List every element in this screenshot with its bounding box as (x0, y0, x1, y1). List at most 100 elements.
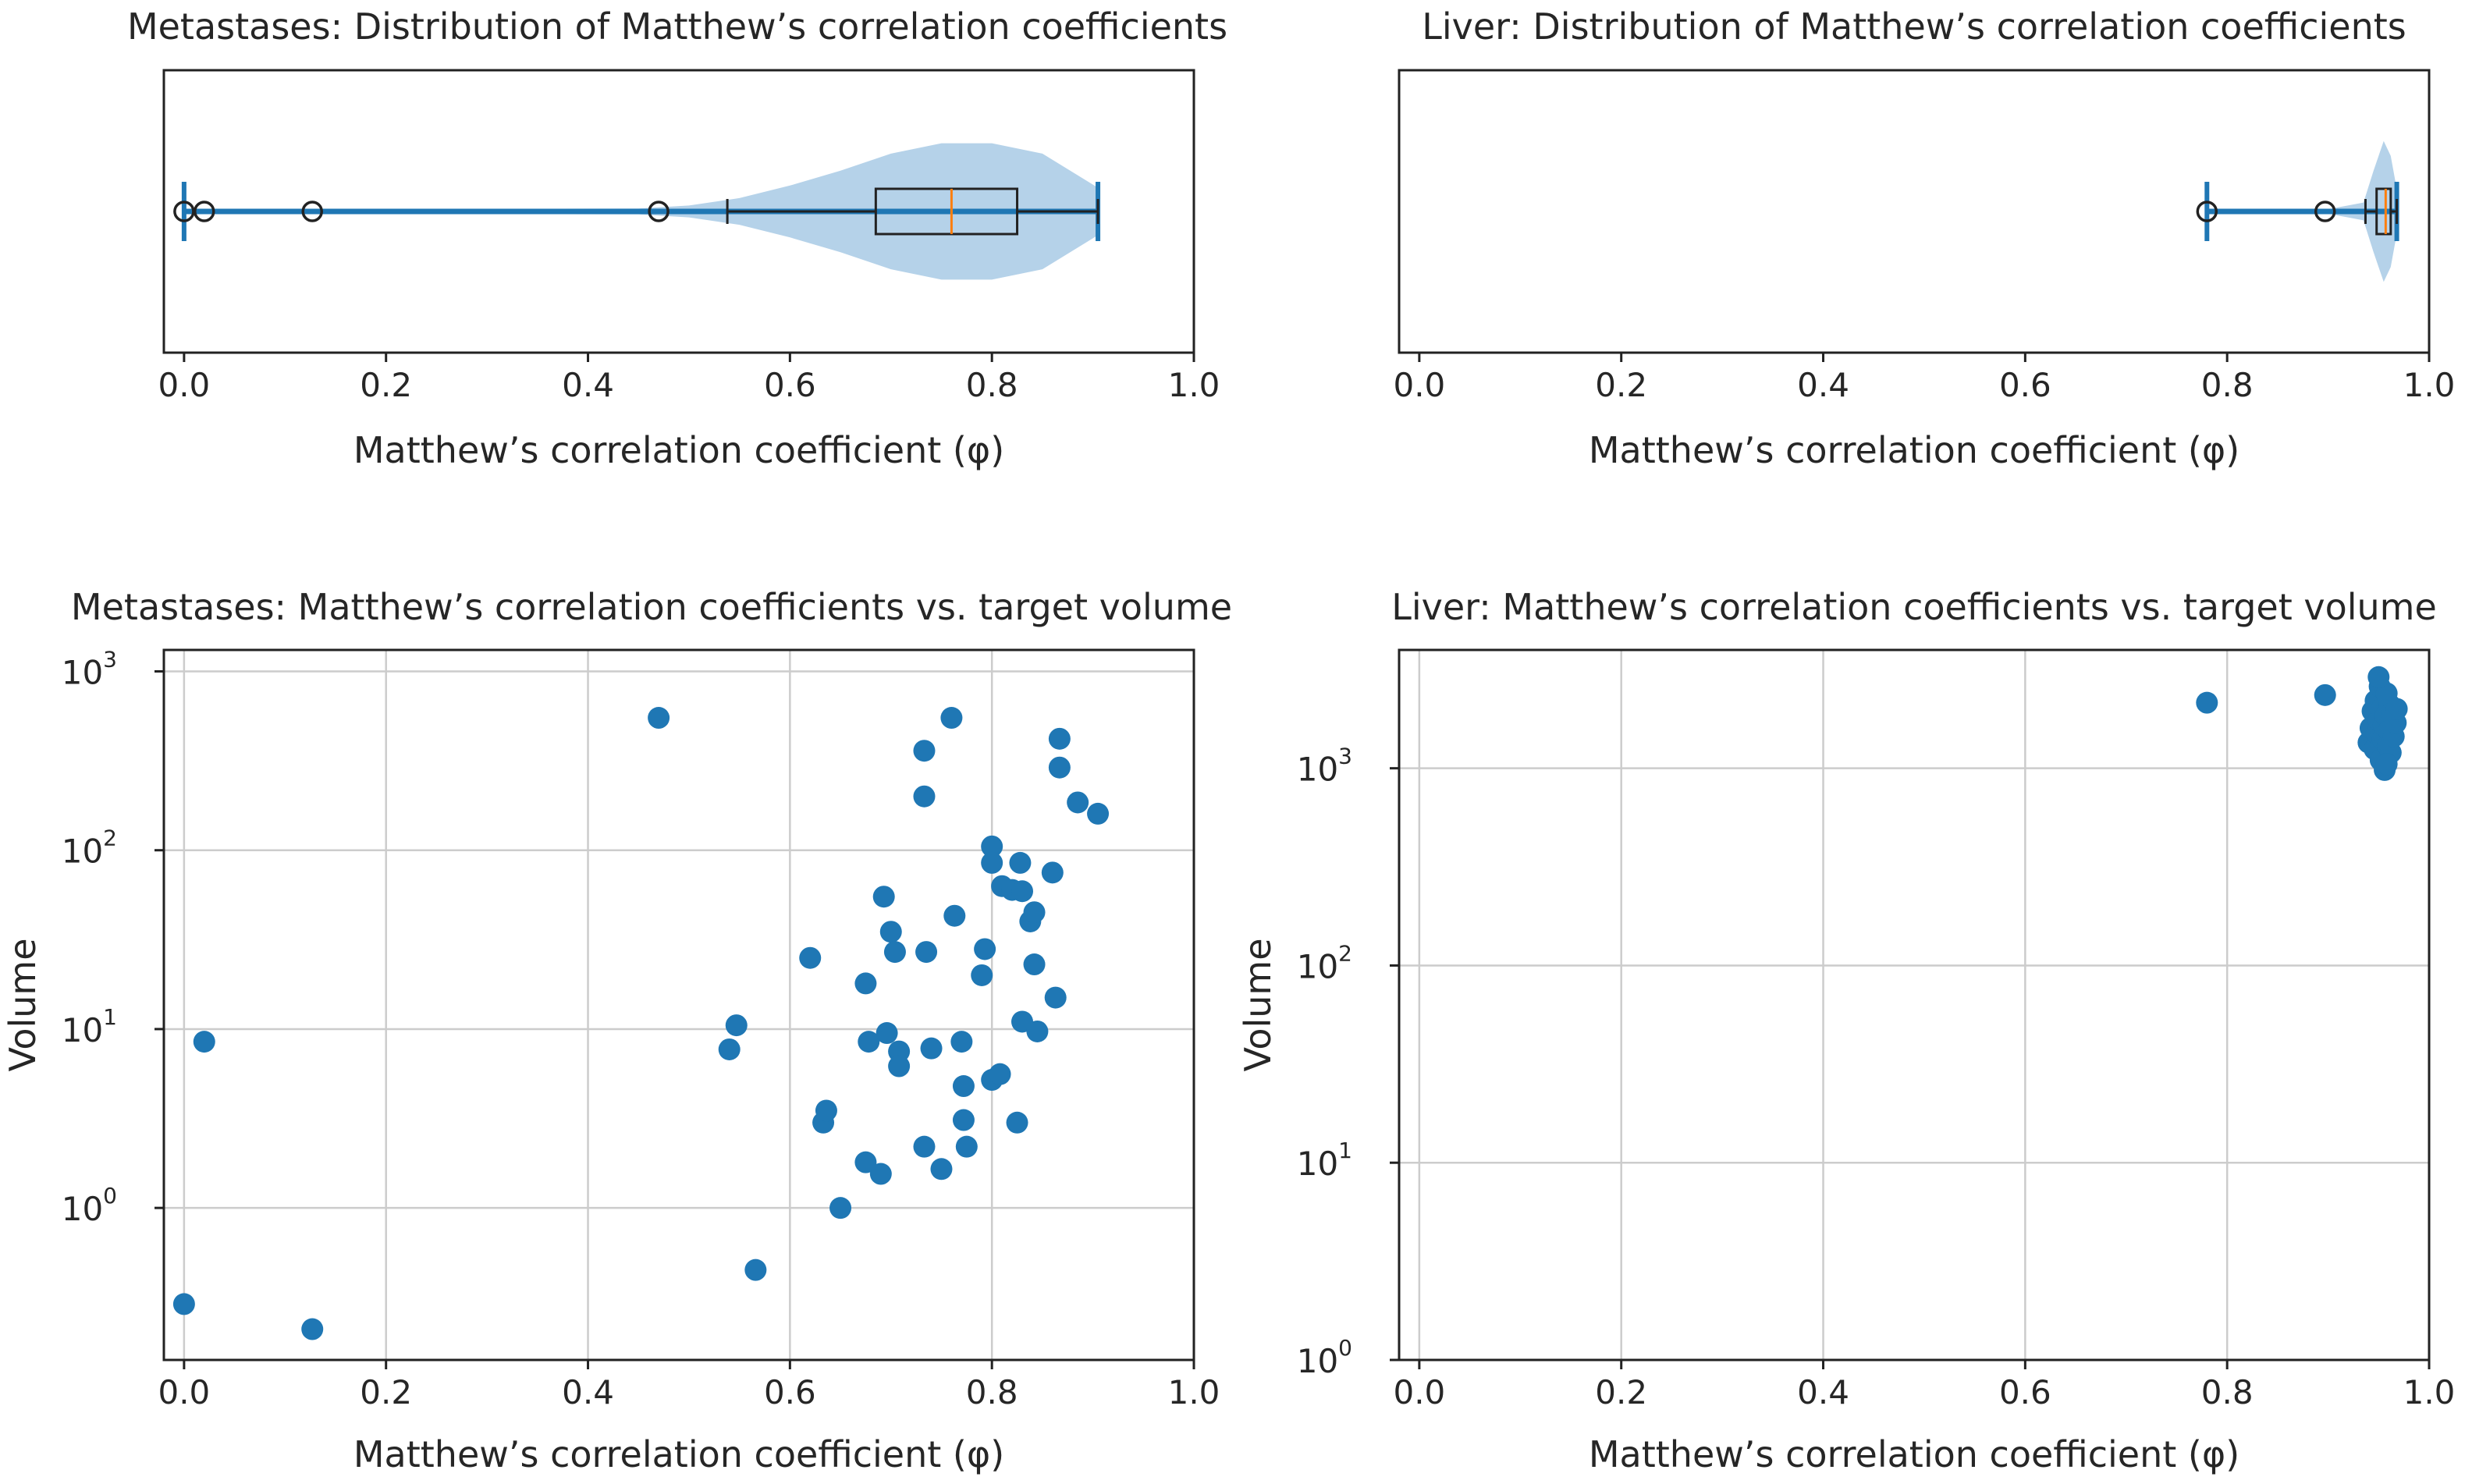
metastases-scatter-data-point (879, 921, 902, 943)
metastases-distribution-xtick-label: 0.4 (562, 366, 614, 404)
liver-scatter-ytick-label: 103 (1297, 744, 1352, 789)
liver-scatter-xtick-label: 0.6 (1999, 1373, 2051, 1411)
liver-scatter-ytick-exponent: 1 (1338, 1138, 1352, 1163)
metastases-scatter-xtick-label: 0.8 (966, 1373, 1018, 1411)
metastases-distribution-xtick-label: 1.0 (1168, 366, 1220, 404)
metastases-scatter-data-point (883, 941, 906, 964)
metastases-scatter-data-point (1048, 756, 1071, 779)
liver-distribution-axes-frame (1398, 69, 2431, 354)
metastases-scatter-data-point (940, 707, 963, 730)
metastases-scatter-ytick-base: 10 (62, 654, 103, 692)
liver-distribution-xtick-label: 1.0 (2403, 366, 2456, 404)
metastases-scatter-data-point (1067, 791, 1089, 814)
liver-scatter-xtick-label: 0.4 (1797, 1373, 1849, 1411)
metastases-scatter-ytick-base: 10 (62, 1011, 103, 1049)
metastases-scatter-data-point (981, 851, 1003, 874)
metastases-scatter-ytick-exponent: 3 (103, 647, 117, 673)
metastases-distribution-xlabel: Matthew’s correlation coefficient (φ) (353, 429, 1004, 471)
metastases-scatter-data-point (1048, 727, 1071, 750)
metastases-scatter-xtick-label: 0.6 (764, 1373, 816, 1411)
metastases-scatter-data-point (930, 1158, 953, 1180)
metastases-scatter-ytick-base: 10 (62, 1190, 103, 1228)
metastases-scatter-ytick-exponent: 0 (103, 1183, 117, 1209)
metastases-distribution-iqr-box (874, 187, 1019, 236)
liver-scatter-ytick-exponent: 2 (1338, 940, 1352, 966)
metastases-scatter-ytick-label: 101 (62, 1004, 117, 1049)
liver-scatter-ytick-label: 100 (1297, 1335, 1352, 1380)
metastases-scatter-data-point (1041, 861, 1064, 884)
metastases-scatter-data-point (952, 1109, 975, 1131)
metastases-scatter-data-point (193, 1031, 215, 1053)
liver-distribution-xtick-label: 0.0 (1393, 366, 1445, 404)
metastases-scatter-data-point (854, 1151, 877, 1173)
metastases-scatter-data-point (869, 1163, 892, 1185)
metastases-scatter-xtick-label: 0.2 (360, 1373, 412, 1411)
liver-scatter-ytick-base: 10 (1297, 1342, 1338, 1380)
metastases-scatter-xtick-label: 0.0 (158, 1373, 210, 1411)
metastases-scatter-data-point (1006, 1111, 1028, 1134)
metastases-scatter-data-point (172, 1293, 195, 1315)
metastases-scatter-data-point (1023, 953, 1046, 976)
metastases-scatter-ytick-label: 103 (62, 647, 117, 692)
liver-scatter-data-point (2314, 683, 2336, 706)
liver-scatter-xtick-label: 1.0 (2403, 1373, 2456, 1411)
metastases-scatter-data-point (854, 972, 877, 995)
metastases-scatter-ytick-base: 10 (62, 833, 103, 871)
metastases-scatter-data-point (725, 1014, 748, 1037)
liver-scatter-ytick-base: 10 (1297, 947, 1338, 985)
liver-scatter-ytick-base: 10 (1297, 751, 1338, 789)
metastases-scatter-data-point (1009, 851, 1032, 874)
metastases-scatter-data-point (829, 1197, 852, 1220)
metastases-scatter-data-point (1011, 880, 1033, 903)
metastases-distribution-xtick-label: 0.6 (764, 366, 816, 404)
liver-distribution-xtick-label: 0.2 (1595, 366, 1647, 404)
metastases-scatter-data-point (1087, 802, 1110, 825)
liver-scatter-xtick-label: 0.2 (1595, 1373, 1647, 1411)
liver-scatter-xtick-label: 0.0 (1393, 1373, 1445, 1411)
liver-scatter-ytick-exponent: 0 (1338, 1335, 1352, 1361)
metastases-scatter-ytick-label: 102 (62, 825, 117, 871)
metastases-scatter-data-point (915, 941, 938, 964)
metastases-scatter-data-point (950, 1031, 973, 1053)
liver-scatter-data-point (2375, 753, 2398, 776)
metastases-scatter-xtick-label: 0.4 (562, 1373, 614, 1411)
metastases-scatter-data-point (981, 835, 1003, 857)
liver-scatter-ytick-base: 10 (1297, 1145, 1338, 1183)
metastases-distribution-xtick-label: 0.0 (158, 366, 210, 404)
liver-distribution-iqr-box (2375, 187, 2392, 236)
metastases-scatter-data-point (876, 1022, 898, 1045)
liver-scatter-data-point (2367, 666, 2390, 688)
metastases-scatter-data-point (971, 964, 993, 986)
metastases-distribution-axes-frame (162, 69, 1195, 354)
liver-scatter-axes-frame (1398, 648, 2431, 1362)
metastases-distribution-outlier-point (194, 201, 215, 222)
metastases-distribution-title: Metastases: Distribution of Matthew’s co… (127, 5, 1227, 48)
metastases-scatter-data-point (913, 1135, 936, 1158)
metastases-scatter-ytick-exponent: 1 (103, 1004, 117, 1030)
liver-distribution-panel: Liver: Distribution of Matthew’s correla… (1393, 5, 2455, 471)
metastases-scatter-data-point (913, 785, 936, 808)
liver-scatter-xtick-label: 0.8 (2201, 1373, 2254, 1411)
metastases-scatter-data-point (872, 886, 895, 908)
metastases-scatter-panel: Metastases: Matthew’s correlation coeffi… (2, 586, 1232, 1475)
metastases-scatter-axes-frame (162, 648, 1195, 1362)
liver-scatter-panel: Liver: Matthew’s correlation coefficient… (1237, 586, 2455, 1475)
metastases-scatter-data-point (744, 1259, 767, 1281)
metastases-scatter-data-point (718, 1038, 741, 1060)
metastases-scatter-data-point (648, 707, 670, 730)
metastases-scatter-data-point (913, 740, 936, 762)
metastases-scatter-data-point (799, 946, 822, 969)
metastases-scatter-data-point (1023, 901, 1046, 924)
metastases-scatter-data-point (974, 938, 996, 960)
liver-distribution-xtick-label: 0.4 (1797, 366, 1849, 404)
metastases-distribution-outlier-point (301, 201, 323, 222)
liver-scatter-ylabel: Volume (1237, 938, 1279, 1071)
metastases-scatter-xlabel: Matthew’s correlation coefficient (φ) (353, 1433, 1004, 1475)
metastases-scatter-ylabel: Volume (2, 938, 44, 1071)
metastases-scatter-data-point (815, 1099, 837, 1122)
liver-scatter-ytick-exponent: 3 (1338, 744, 1352, 769)
metastases-distribution-xtick-label: 0.8 (966, 366, 1018, 404)
metastases-scatter-data-point (888, 1055, 911, 1077)
metastases-scatter-data-point (1026, 1020, 1049, 1042)
